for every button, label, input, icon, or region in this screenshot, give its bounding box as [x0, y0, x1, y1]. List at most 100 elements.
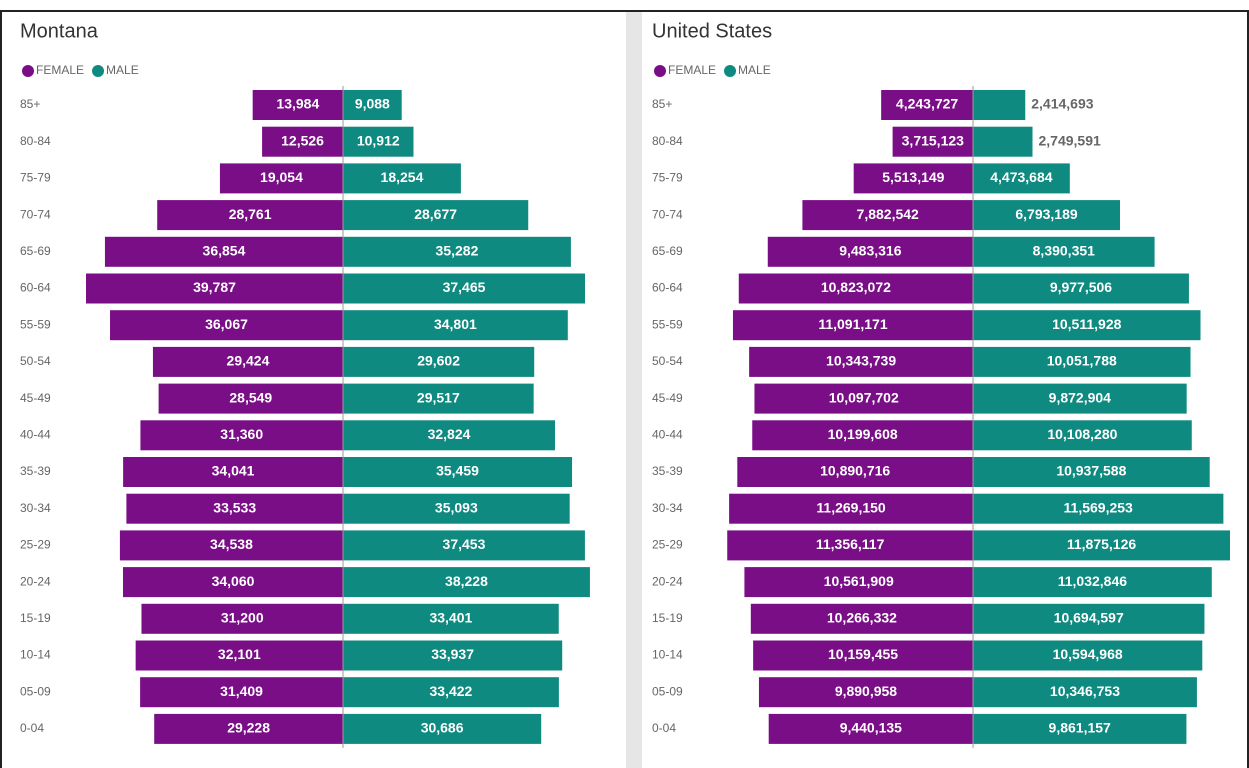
- value-label: 36,067: [205, 316, 248, 332]
- category-label: 35-39: [652, 464, 683, 478]
- legend-label: FEMALE: [668, 63, 716, 77]
- category-label: 60-64: [652, 281, 683, 295]
- value-label: 10,823,072: [821, 279, 891, 295]
- value-label: 38,228: [445, 573, 488, 589]
- value-label: 33,937: [431, 646, 474, 662]
- bar: [973, 677, 1197, 708]
- category-label: 55-59: [652, 317, 683, 331]
- bar: [343, 493, 570, 524]
- bar: [343, 677, 559, 708]
- value-label: 28,677: [414, 206, 457, 222]
- category-label: 05-09: [652, 684, 683, 698]
- value-label: 31,409: [220, 683, 263, 699]
- bar: [744, 567, 973, 598]
- bar: [343, 163, 461, 194]
- value-label: 10,097,702: [829, 389, 899, 405]
- bar: [973, 236, 1155, 267]
- bar: [973, 493, 1224, 524]
- bar: [343, 236, 571, 267]
- category-label: 05-09: [20, 684, 51, 698]
- value-label: 31,360: [220, 426, 263, 442]
- bar: [343, 603, 559, 634]
- bar: [973, 640, 1203, 671]
- value-label: 19,054: [260, 169, 303, 185]
- value-label: 35,459: [436, 463, 479, 479]
- legend-label: FEMALE: [36, 63, 84, 77]
- value-label: 6,793,189: [1015, 206, 1077, 222]
- bar: [343, 383, 534, 414]
- value-label: 10,051,788: [1047, 353, 1117, 369]
- bar: [123, 457, 343, 487]
- value-label: 10,912: [357, 132, 400, 148]
- category-label: 20-24: [20, 574, 51, 588]
- value-label: 32,824: [428, 426, 471, 442]
- category-label: 70-74: [20, 207, 51, 221]
- bar: [141, 603, 343, 634]
- legend-marker: [654, 65, 666, 77]
- chart-title: Montana: [20, 20, 99, 42]
- legend-label: MALE: [738, 63, 771, 77]
- category-label: 65-69: [20, 244, 51, 258]
- bar: [973, 713, 1187, 744]
- value-label: 2,414,693: [1031, 96, 1093, 112]
- bar: [758, 677, 973, 708]
- bar: [343, 310, 568, 341]
- bar: [973, 273, 1189, 304]
- bar: [343, 420, 556, 451]
- bar: [802, 200, 973, 231]
- bar: [753, 640, 973, 671]
- category-label: 75-79: [20, 171, 51, 185]
- category-label: 45-49: [20, 391, 51, 405]
- bar: [343, 273, 586, 304]
- category-label: 0-04: [652, 721, 676, 735]
- bar: [767, 236, 973, 267]
- value-label: 32,101: [218, 646, 261, 662]
- bar: [119, 530, 344, 561]
- bar: [158, 383, 343, 414]
- bar: [154, 713, 343, 744]
- bar: [729, 493, 973, 524]
- legend-marker: [92, 65, 105, 77]
- bar: [973, 163, 1070, 194]
- value-label: 11,875,126: [1067, 536, 1137, 552]
- value-label: 9,483,316: [839, 243, 901, 259]
- value-label: 10,346,753: [1050, 683, 1120, 699]
- value-label: 10,594,968: [1053, 646, 1123, 662]
- bar: [343, 713, 542, 744]
- right-border: [1247, 10, 1249, 768]
- category-label: 45-49: [652, 391, 683, 405]
- bar: [140, 677, 343, 708]
- bar: [122, 567, 343, 598]
- category-label: 75-79: [652, 171, 683, 185]
- value-label: 11,356,117: [816, 536, 885, 552]
- bar: [973, 90, 1026, 120]
- value-label: 10,108,280: [1047, 426, 1117, 442]
- value-label: 9,977,506: [1050, 279, 1112, 295]
- value-label: 5,513,149: [882, 169, 944, 185]
- value-label: 35,093: [435, 499, 478, 515]
- bar: [973, 200, 1121, 231]
- value-label: 10,937,588: [1056, 463, 1126, 479]
- bar: [152, 346, 343, 377]
- bar: [110, 310, 343, 341]
- value-label: 2,749,591: [1039, 132, 1101, 148]
- value-label: 29,228: [227, 720, 270, 736]
- bar: [126, 493, 343, 524]
- category-label: 40-44: [652, 427, 683, 441]
- bar: [853, 163, 973, 194]
- bar: [892, 126, 973, 157]
- value-label: 33,401: [429, 610, 472, 626]
- category-label: 85+: [20, 97, 40, 111]
- bar: [750, 603, 973, 634]
- bar: [973, 383, 1187, 414]
- value-label: 4,243,727: [896, 96, 958, 112]
- value-label: 37,453: [443, 536, 486, 552]
- value-label: 18,254: [381, 169, 424, 185]
- bar: [973, 420, 1192, 451]
- value-label: 9,088: [355, 96, 390, 112]
- category-label: 0-04: [20, 721, 44, 735]
- bar: [343, 567, 590, 598]
- bar: [219, 163, 343, 194]
- value-label: 11,269,150: [816, 499, 886, 515]
